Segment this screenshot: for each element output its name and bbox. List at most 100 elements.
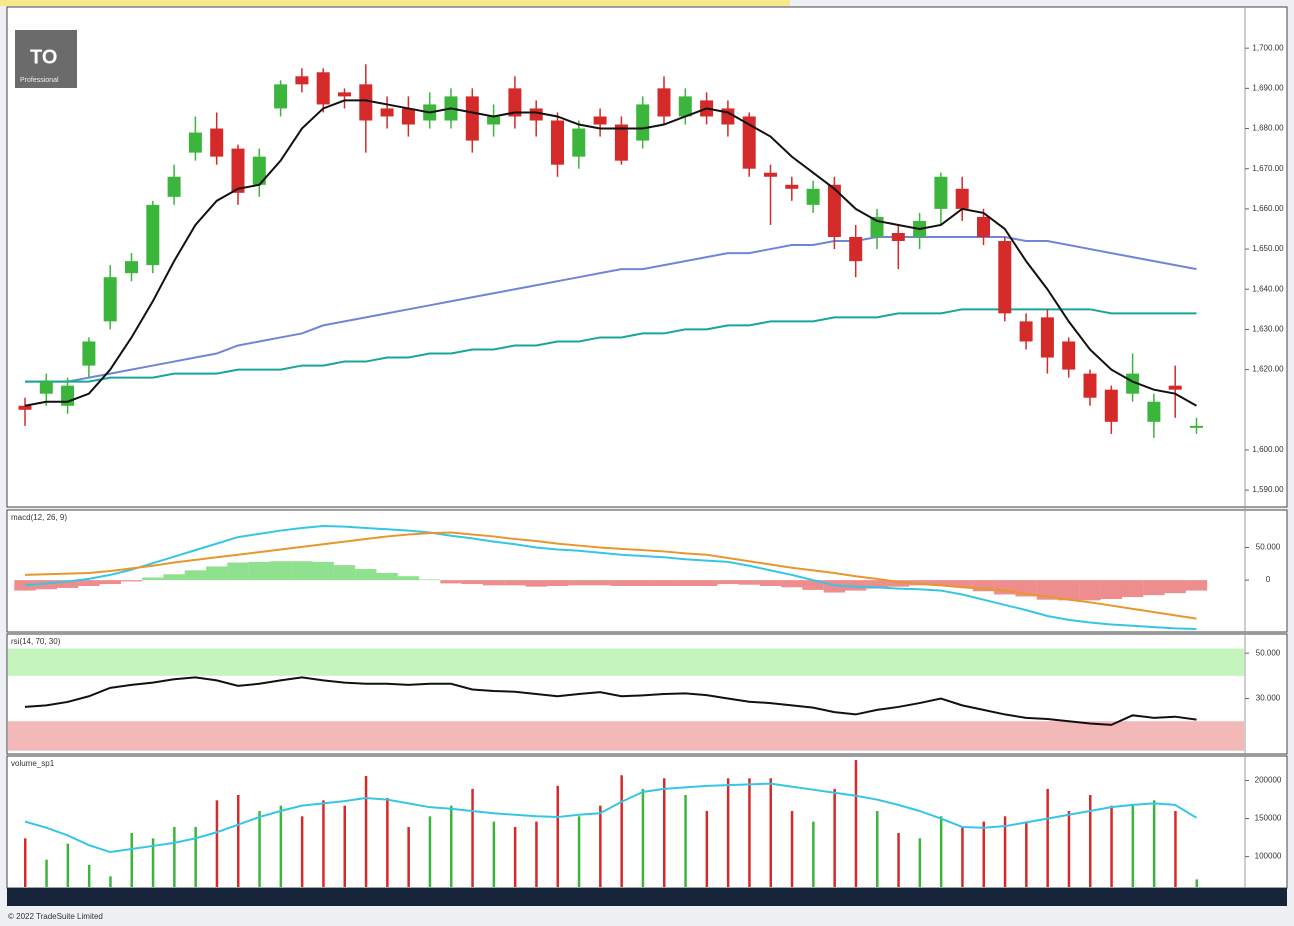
candle-body xyxy=(572,128,586,157)
volume-bar xyxy=(939,816,943,887)
candle-body xyxy=(764,172,777,177)
volume-bar xyxy=(854,760,858,887)
volume-bar xyxy=(1089,795,1092,887)
indicator-line xyxy=(24,676,1197,726)
histogram-bar xyxy=(227,562,249,581)
histogram-bar xyxy=(1121,580,1144,598)
histogram-bar xyxy=(1164,580,1186,594)
candle-body xyxy=(61,385,75,406)
candle-body xyxy=(1190,425,1203,428)
y-tick-label: 1,630.00 xyxy=(1252,325,1284,334)
y-tick-label: 50.000 xyxy=(1256,648,1281,657)
logo-subtext: Professional xyxy=(20,77,59,84)
histogram-bar xyxy=(419,579,441,581)
pane-title: macd(12, 26, 9) xyxy=(11,513,67,522)
candle-body xyxy=(295,76,309,85)
candle-body xyxy=(977,216,990,238)
candle-body xyxy=(188,132,202,153)
histogram-bar xyxy=(1079,580,1101,601)
histogram-bar xyxy=(1143,580,1165,596)
footer: © 2022 TradeSuite Limited xyxy=(8,912,103,921)
volume-bar xyxy=(343,805,346,887)
histogram-bar xyxy=(78,580,100,586)
volume-bar xyxy=(663,778,666,887)
candle-body xyxy=(359,84,373,121)
y-tick-label: 1,700.00 xyxy=(1252,43,1284,52)
histogram-bar xyxy=(951,580,973,588)
volume-bar xyxy=(1195,879,1198,887)
histogram-bar xyxy=(184,570,207,581)
pane-title: rsi(14, 70, 30) xyxy=(11,637,61,646)
histogram-bar xyxy=(695,580,718,586)
volume-bar xyxy=(130,833,133,887)
y-tick-label: 1,660.00 xyxy=(1252,204,1284,213)
volume-bar xyxy=(45,859,48,887)
candle-body xyxy=(955,188,969,209)
candle-body xyxy=(742,116,756,169)
histogram-bar xyxy=(845,580,867,591)
volume-bar xyxy=(87,864,91,887)
volume-bar xyxy=(726,778,730,887)
volume-bar xyxy=(1067,810,1071,887)
histogram-bar xyxy=(589,580,611,586)
candle-body xyxy=(82,341,96,366)
volume-bar xyxy=(748,778,751,887)
volume-bar xyxy=(812,821,815,887)
candle-body xyxy=(18,405,32,410)
volume-bar xyxy=(194,826,197,887)
indicator-line xyxy=(24,531,1197,620)
candle-body xyxy=(167,176,181,197)
candle-body xyxy=(380,108,394,117)
y-tick-label: 150000 xyxy=(1255,814,1282,823)
candle-body xyxy=(465,96,479,141)
moving-average xyxy=(24,99,1197,407)
volume-bar xyxy=(215,800,219,887)
candle-body xyxy=(39,381,53,394)
histogram-bar xyxy=(717,580,739,585)
histogram-bar xyxy=(397,576,420,581)
candle-body xyxy=(1040,317,1054,358)
volume-bar xyxy=(407,826,410,887)
volume-bar xyxy=(1152,800,1156,887)
histogram-bar xyxy=(930,580,952,586)
histogram-bar xyxy=(35,580,57,590)
candle-body xyxy=(316,72,330,105)
candle-body xyxy=(678,96,692,117)
histogram-bar xyxy=(333,565,356,581)
volume-bar xyxy=(790,810,794,887)
histogram-bar xyxy=(312,561,334,581)
candle-body xyxy=(103,277,117,322)
volume-bar xyxy=(1174,810,1177,887)
volume-bar xyxy=(173,826,176,887)
histogram-bar xyxy=(461,580,483,585)
volume-bar xyxy=(1131,805,1135,887)
y-tick-label: 1,600.00 xyxy=(1252,445,1284,454)
logo-text: TO xyxy=(30,46,57,68)
y-tick-label: 50.000 xyxy=(1256,543,1281,552)
candle-body xyxy=(891,232,905,242)
histogram-bar xyxy=(248,561,270,581)
date-strip xyxy=(7,888,1287,906)
candle-body xyxy=(274,84,288,109)
volume-bar xyxy=(492,821,496,887)
volume-bar xyxy=(364,776,368,887)
y-tick-label: 200000 xyxy=(1255,776,1282,785)
histogram-bar xyxy=(440,580,462,584)
candle-body xyxy=(210,128,224,157)
volume-bar xyxy=(1046,788,1049,887)
histogram-bar xyxy=(887,580,909,587)
y-tick-label: 1,590.00 xyxy=(1252,485,1284,494)
volume-bar xyxy=(450,805,453,887)
indicator-line xyxy=(24,782,1198,854)
y-tick-label: 1,640.00 xyxy=(1252,284,1284,293)
volume-bar xyxy=(471,788,474,887)
logo-box xyxy=(15,30,77,88)
candle-body xyxy=(125,261,138,274)
candle-body xyxy=(1168,385,1182,390)
histogram-bar xyxy=(291,561,313,581)
y-tick-label: 1,670.00 xyxy=(1252,164,1284,173)
volume-bar xyxy=(513,826,517,887)
histogram-bar xyxy=(546,580,569,586)
volume-bar xyxy=(535,821,538,887)
